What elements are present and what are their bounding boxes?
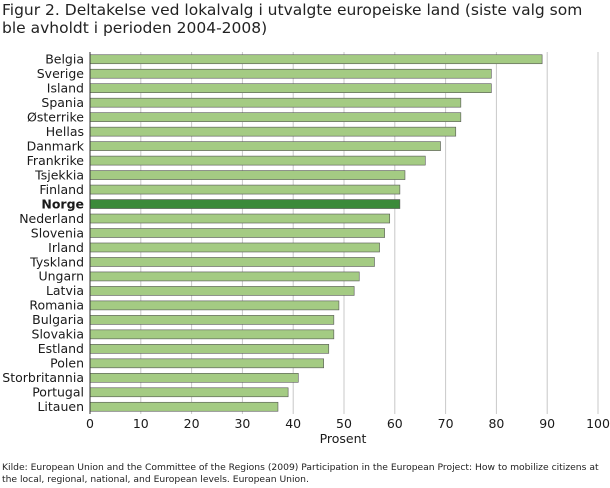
category-label: Norge (41, 196, 84, 211)
bar (89, 257, 375, 267)
category-label: Slovakia (32, 327, 84, 342)
category-label: Finland (39, 182, 84, 197)
bar-chart: BelgiaSverigeIslandSpaniaØsterrikeHellas… (2, 52, 610, 446)
bar (89, 228, 385, 238)
x-tick-label: 40 (285, 416, 301, 431)
category-label: Island (47, 81, 84, 96)
x-tick-label: 0 (86, 416, 94, 431)
bar (89, 242, 380, 253)
category-label: Litauen (37, 399, 84, 414)
bar (89, 68, 492, 79)
bar (89, 83, 492, 93)
category-label: Bulgaria (32, 312, 84, 327)
bar (89, 372, 299, 383)
bar (89, 344, 330, 354)
category-labels: BelgiaSverigeIslandSpaniaØsterrikeHellas… (2, 52, 84, 415)
bar (89, 358, 324, 369)
bar (89, 286, 355, 296)
bar (89, 112, 462, 122)
bar (89, 184, 401, 195)
x-tick-label: 60 (387, 416, 403, 431)
category-label: Storbritannia (2, 370, 84, 385)
x-tick-label: 70 (438, 416, 454, 431)
category-label: Ungarn (38, 269, 84, 284)
x-tick-label: 80 (488, 416, 504, 431)
category-label: Danmark (27, 138, 85, 153)
category-label: Tsjekkia (34, 167, 84, 182)
bar (89, 155, 426, 166)
bar (89, 271, 360, 282)
bar (89, 329, 335, 340)
x-tick-label: 90 (539, 416, 555, 431)
bar (89, 97, 462, 108)
category-label: Irland (48, 240, 84, 255)
bar (89, 141, 441, 151)
category-label: Belgia (45, 52, 84, 67)
x-tick-label: 30 (234, 416, 250, 431)
category-label: Tyskland (29, 254, 84, 269)
category-label: Sverige (37, 66, 85, 81)
category-label: Østerrike (27, 109, 84, 124)
x-tick-label: 100 (586, 416, 610, 431)
bar (89, 387, 289, 398)
bar (89, 401, 279, 412)
gridlines (140, 52, 599, 414)
bar (89, 199, 401, 209)
x-axis-label: Prosent (320, 431, 367, 446)
category-label: Frankrike (27, 153, 85, 168)
category-label: Estland (38, 341, 84, 356)
x-tick-label: 20 (184, 416, 200, 431)
category-label: Romania (29, 298, 84, 313)
category-label: Latvia (46, 283, 84, 298)
bars (89, 54, 543, 412)
x-tick-labels: 0 10 20 30 40 50 60 70 80 90 100 (86, 416, 610, 431)
chart-title: Figur 2. Deltakelse ved lokalvalg i utva… (2, 1, 583, 37)
x-tick-label: 10 (133, 416, 149, 431)
category-label: Polen (50, 356, 84, 371)
category-label: Slovenia (31, 225, 84, 240)
source-note: Kilde: European Union and the Committee … (2, 462, 599, 485)
bar (89, 126, 457, 137)
category-label: Portugal (32, 385, 84, 400)
bar (89, 170, 406, 180)
bar (89, 213, 391, 224)
x-tick-label: 50 (336, 416, 352, 431)
category-label: Spania (41, 95, 84, 110)
bar (89, 315, 335, 325)
category-label: Nederland (19, 211, 84, 226)
bar (89, 300, 340, 311)
bar (89, 54, 543, 65)
category-label: Hellas (46, 124, 84, 139)
